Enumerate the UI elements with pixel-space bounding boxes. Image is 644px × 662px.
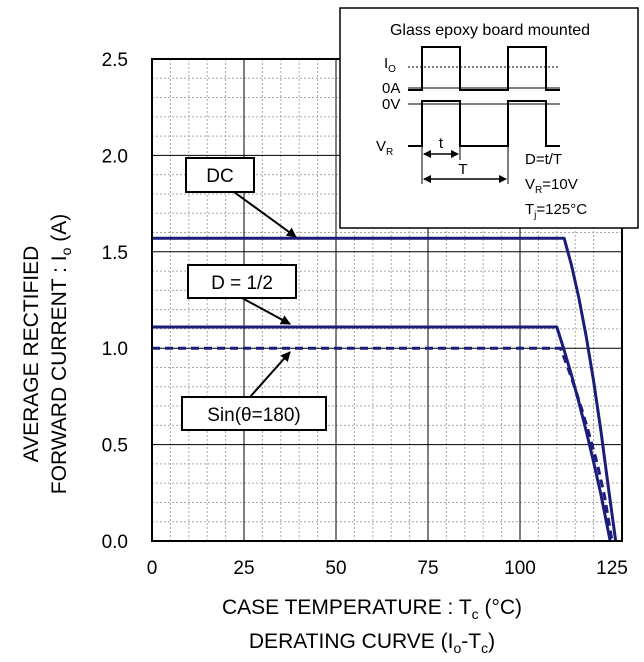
series-line-1 [152, 325, 612, 542]
y-axis-title-line2: FORWARD CURRENT : Io (A) [48, 214, 74, 494]
y-tick-label: 1.0 [102, 339, 128, 360]
inset-title: Glass epoxy board mounted [390, 22, 590, 39]
chart-caption: DERATING CURVE (Io-Tc) [249, 630, 495, 656]
x-tick-label: 50 [325, 558, 346, 579]
x-tick-labels: 0 25 50 75 100 125 [147, 558, 628, 579]
callout-d-half: D = 1/2 [187, 264, 297, 325]
inset-io-label: IO [384, 55, 396, 75]
callout-sin-label: Sin(θ=180) [207, 405, 300, 426]
x-tick-label: 100 [504, 558, 536, 579]
y-tick-label: 0.5 [102, 436, 128, 457]
inset-vr-value: VR=10V [525, 176, 578, 196]
y-tick-label: 2.5 [102, 50, 128, 71]
callout-sin-box [181, 396, 327, 431]
inset-tj-value: Tj=125°C [525, 201, 587, 221]
inset-frame [339, 7, 639, 229]
callout-dc-box [185, 157, 255, 193]
inset-waveform-box: Glass epoxy board mounted IO 0A 0V VR t … [339, 7, 639, 229]
y-tick-label: 1.5 [102, 243, 128, 264]
y-axis-title-line1: AVERAGE RECTIFIED [20, 246, 43, 463]
y-tick-labels: 0.0 0.5 1.0 1.5 2.0 2.5 [102, 50, 128, 553]
callout-d-half-box [187, 264, 297, 299]
inset-t-label: t [439, 135, 444, 152]
inset-T-label: T [458, 161, 467, 178]
x-tick-label: 25 [233, 558, 254, 579]
inset-current-waveform [408, 46, 560, 91]
inset-duty-formula: D=t/T [525, 151, 562, 168]
y-axis-title: AVERAGE RECTIFIED FORWARD CURRENT : Io (… [20, 214, 74, 494]
y-tick-label: 0.0 [102, 532, 128, 553]
series-line-2 [152, 346, 614, 542]
y-tick-label: 2.0 [102, 146, 128, 167]
series-layer [152, 236, 618, 542]
x-axis-title: CASE TEMPERATURE : Tc (°C) [222, 596, 522, 622]
series-line-0 [152, 236, 618, 542]
x-tick-label: 75 [417, 558, 438, 579]
callout-d-half-label: D = 1/2 [211, 273, 273, 294]
x-tick-label: 0 [147, 558, 158, 579]
inset-voltage-waveform [408, 100, 560, 147]
inset-0v-label: 0V [382, 96, 400, 113]
inset-vr-label: VR [376, 138, 393, 158]
callout-dc-label: DC [206, 166, 233, 187]
callout-sin: Sin(θ=180) [181, 351, 327, 431]
inset-0a-label: 0A [382, 80, 400, 97]
callout-d-half-arrow [241, 297, 291, 325]
x-tick-label: 125 [596, 558, 628, 579]
callout-sin-arrow [249, 351, 291, 398]
callout-dc: DC [185, 157, 297, 238]
callout-dc-arrow [233, 191, 297, 238]
